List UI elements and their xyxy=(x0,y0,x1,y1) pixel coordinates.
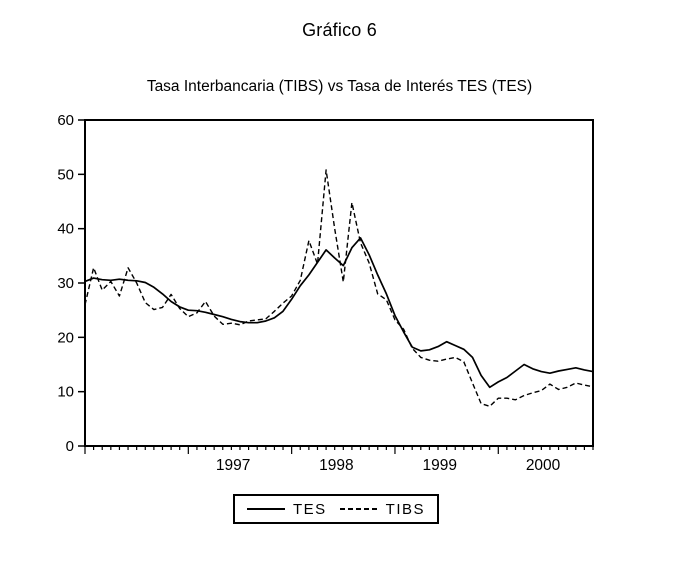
x-tick-label: 2000 xyxy=(526,457,561,474)
plot-frame xyxy=(84,119,594,447)
legend-item-tes: TES xyxy=(246,500,327,518)
y-tick-label: 60 xyxy=(57,112,74,129)
y-tick-label: 10 xyxy=(57,384,74,401)
x-tick-label: 1999 xyxy=(422,457,456,474)
y-tick-label: 50 xyxy=(57,166,74,183)
y-axis: 0 10 20 30 40 50 60 xyxy=(57,112,85,455)
y-tick-label: 30 xyxy=(57,275,74,292)
y-tick-label: 20 xyxy=(57,329,74,346)
x-tick-label: 1998 xyxy=(319,457,353,474)
legend-label-tibs: TIBS xyxy=(385,500,426,518)
legend-label-tes: TES xyxy=(292,500,327,518)
legend: TES TIBS xyxy=(233,494,439,524)
chart-subtitle: Tasa Interbancaria (TIBS) vs Tasa de Int… xyxy=(146,78,533,95)
tibs-line-sample-icon xyxy=(339,508,378,510)
tes-line-sample-icon xyxy=(246,508,285,510)
figure-title: Gráfico 6 xyxy=(302,20,377,40)
y-tick-label: 40 xyxy=(57,221,74,238)
series-TIBS xyxy=(84,169,594,407)
series-TES xyxy=(84,237,594,389)
y-tick-label: 0 xyxy=(66,438,74,455)
legend-item-tibs: TIBS xyxy=(339,500,426,518)
x-axis: 1997 1998 1999 2000 xyxy=(84,446,594,474)
x-tick-label: 1997 xyxy=(216,457,250,474)
